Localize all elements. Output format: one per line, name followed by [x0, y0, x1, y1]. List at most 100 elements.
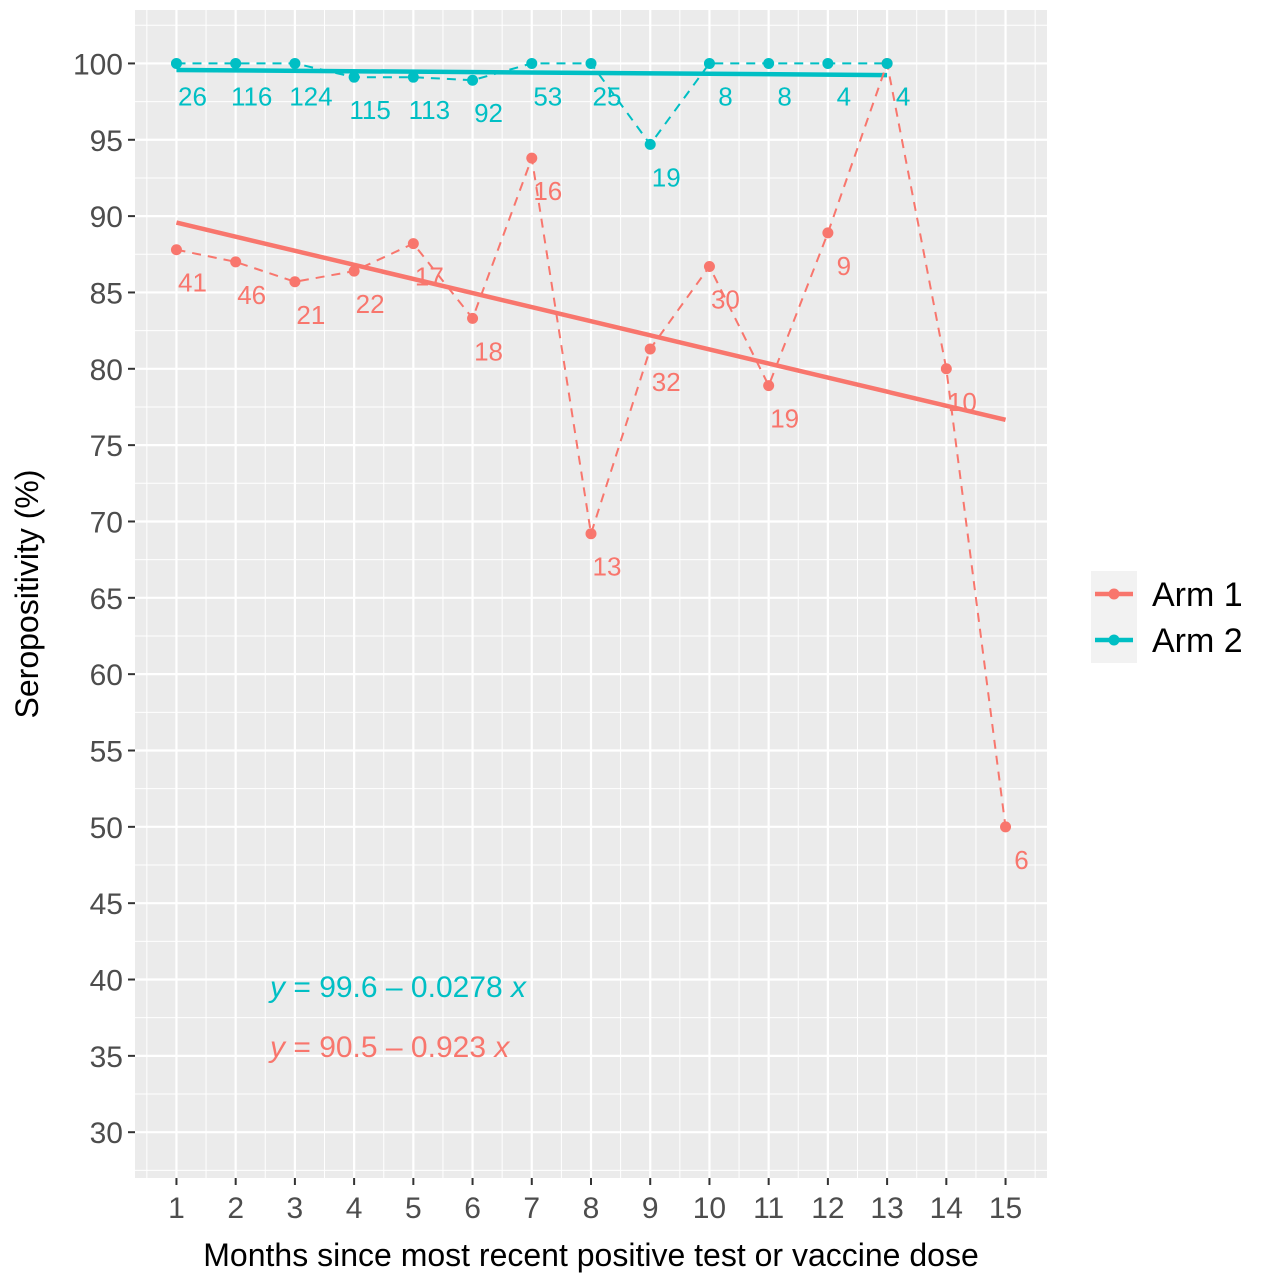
x-tick-label: 13	[870, 1192, 903, 1225]
arm-2-count-label: 4	[837, 81, 851, 111]
arm-2-count-label: 92	[474, 98, 503, 128]
arm-1-legend-label: Arm 1	[1152, 576, 1243, 614]
y-tick-label: 60	[90, 659, 123, 692]
arm-1-legend-point	[1108, 588, 1120, 600]
arm-2-count-label: 8	[718, 81, 732, 111]
y-tick-label: 75	[90, 430, 123, 463]
arm-1-point	[467, 312, 479, 324]
arm-1-count-label: 21	[296, 300, 325, 330]
x-tick-label: 6	[464, 1192, 481, 1225]
x-tick-label: 2	[227, 1192, 244, 1225]
arm-2-regression-line	[176, 67, 888, 78]
y-tick-label: 90	[90, 201, 123, 234]
arm-2-point	[585, 57, 597, 69]
regression-lines	[175, 67, 1007, 423]
x-tick-label: 14	[930, 1192, 963, 1225]
y-tick-label: 100	[73, 48, 123, 81]
arm-2-count-label: 25	[593, 81, 622, 111]
arm-1-line	[176, 59, 1007, 827]
arm-2-legend-label: Arm 2	[1152, 622, 1243, 660]
x-tick-label: 11	[753, 1192, 784, 1225]
arm-2-count-label: 116	[231, 81, 272, 111]
arm-1-regression-line	[175, 220, 1007, 423]
arm-1-count-label: 17	[415, 262, 444, 292]
arm-2-point	[526, 57, 538, 69]
arm-2-count-label: 19	[652, 162, 681, 192]
arm-1-point	[822, 227, 834, 239]
regression-equations: y = 90.5 – 0.923 x y = 99.6 – 0.0278 x	[268, 971, 527, 1064]
arm-2-point	[348, 71, 360, 83]
arm-2-equation: y = 99.6 – 0.0278 x	[268, 971, 527, 1004]
arm-1-equation: y = 90.5 – 0.923 x	[268, 1031, 510, 1064]
y-axis: 30 35 40 45 50 55 60 65 70 75 80 85 90 95 100	[73, 48, 135, 1150]
arm-1-count-label: 30	[711, 285, 740, 315]
arm-2-count-label: 8	[777, 81, 791, 111]
x-tick-label: 4	[346, 1192, 363, 1225]
arm-1-point	[703, 261, 715, 273]
count-labels: 41 46 21 22 17 18 16 13 32 30 19 9 4 10 6 26 116 124 115 11…	[178, 81, 1029, 874]
arm-2-legend-point	[1108, 634, 1120, 646]
arm-1-count-label: 9	[837, 251, 851, 281]
arm-1-point	[526, 152, 538, 164]
x-tick-label: 7	[523, 1192, 540, 1225]
arm-1-count-label: 46	[237, 280, 266, 310]
y-tick-label: 85	[90, 277, 123, 310]
y-tick-label: 30	[90, 1117, 123, 1150]
arm-2-count-label: 4	[896, 81, 910, 111]
x-tick-label: 5	[405, 1192, 422, 1225]
arm-2-point	[289, 57, 301, 69]
arm-1-point	[407, 238, 419, 250]
arm-1-count-label: 19	[770, 404, 799, 434]
arm-1-count-label: 10	[948, 387, 977, 417]
grid-major	[135, 10, 1047, 1178]
x-tick-label: 15	[989, 1192, 1022, 1225]
y-tick-label: 65	[90, 583, 123, 616]
arm-1-count-label: 18	[474, 336, 503, 366]
y-tick-label: 95	[90, 125, 123, 158]
arm-1-point	[644, 343, 656, 355]
arm-2-point	[407, 71, 419, 83]
arm-2-count-label: 26	[178, 81, 207, 111]
arm-2-point	[763, 57, 775, 69]
y-axis-title: Seropositivity (%)	[9, 470, 45, 719]
y-tick-label: 35	[90, 1041, 123, 1074]
y-tick-label: 45	[90, 888, 123, 921]
arm-2-point	[170, 57, 182, 69]
arm-1-point	[230, 256, 242, 268]
arm-1-point	[1000, 821, 1012, 833]
arm-1-count-label: 13	[593, 552, 622, 582]
legend: Arm 1 Arm 2	[1091, 571, 1243, 663]
arm-1-point	[585, 528, 597, 540]
arm-1-point	[940, 363, 952, 375]
arm-1-count-label: 6	[1014, 845, 1028, 875]
x-tick-label: 8	[583, 1192, 600, 1225]
y-tick-label: 40	[90, 965, 123, 998]
x-tick-label: 3	[287, 1192, 304, 1225]
arm-2-count-label: 113	[409, 95, 450, 125]
arm-1-point	[170, 244, 182, 256]
y-tick-label: 70	[90, 506, 123, 539]
arm-2-point	[703, 57, 715, 69]
arm-2-count-label: 124	[289, 81, 332, 111]
arm-1-point	[289, 276, 301, 288]
y-tick-label: 50	[90, 812, 123, 845]
y-tick-label: 80	[90, 354, 123, 387]
x-tick-label: 1	[168, 1192, 185, 1225]
arm-1-count-label: 22	[356, 289, 385, 319]
arm-1-count-label: 4	[896, 81, 910, 111]
x-tick-label: 12	[811, 1192, 844, 1225]
y-tick-label: 55	[90, 735, 123, 768]
x-tick-label: 9	[642, 1192, 659, 1225]
arm-2-point	[881, 57, 893, 69]
arm-2-point	[644, 138, 656, 150]
arm-2-point	[230, 57, 242, 69]
x-axis-title: Months since most recent positive test o…	[203, 1237, 978, 1273]
arm-2-count-label: 115	[349, 95, 390, 125]
arm-2-point	[822, 57, 834, 69]
arm-1-count-label: 32	[652, 367, 681, 397]
x-tick-label: 10	[693, 1192, 726, 1225]
arm-2-count-label: 53	[533, 81, 562, 111]
series-points	[170, 57, 1012, 833]
arm-1-count-label: 41	[178, 268, 207, 298]
